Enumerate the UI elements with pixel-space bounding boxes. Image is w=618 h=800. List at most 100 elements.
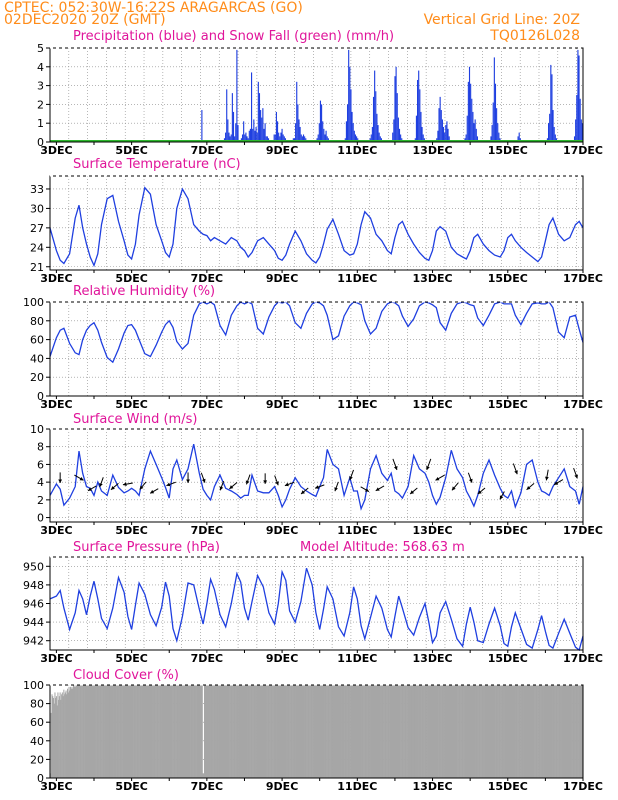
wind-arrowhead <box>393 466 398 470</box>
cloud-bar <box>546 685 548 778</box>
precip-bar <box>225 132 227 142</box>
precip-bar <box>550 64 552 142</box>
cloud-bar <box>326 685 328 778</box>
cloud-bar <box>277 685 279 778</box>
precip-bar <box>356 136 358 142</box>
cloud-bar <box>577 685 579 778</box>
precip-bar <box>234 136 236 142</box>
cloud-bar <box>360 685 362 778</box>
cloud-bar <box>170 685 172 778</box>
cloud-bar <box>289 685 291 778</box>
rh-date-label: 17DEC <box>563 398 603 411</box>
cloud-bar <box>393 685 395 778</box>
cloud-bar <box>503 685 505 778</box>
cloud-bar <box>376 685 378 778</box>
cloud-bar <box>236 685 238 778</box>
cloud-bar <box>452 685 454 778</box>
cloud-bar <box>443 685 445 778</box>
cloud-bar <box>512 685 514 778</box>
cloud-bar <box>489 685 491 778</box>
cloud-bar <box>329 685 331 778</box>
cloud-bar <box>90 685 92 778</box>
cloud-bar <box>551 685 553 778</box>
cloud-bar <box>207 685 209 778</box>
precip-ytick-label: 2 <box>37 98 44 111</box>
cloud-bar <box>58 696 60 778</box>
precip-bar <box>444 132 446 142</box>
cloud-bar <box>138 685 140 778</box>
cloud-bar <box>208 685 210 778</box>
temp-ytick-label: 30 <box>30 202 44 215</box>
cloud-bar <box>195 685 197 778</box>
precip-bar <box>241 134 244 142</box>
cloud-bar <box>104 685 106 778</box>
cloud-bar <box>190 685 192 778</box>
cloud-bar <box>132 685 134 778</box>
precip-bar <box>345 121 347 142</box>
cloud-bar <box>409 685 411 778</box>
precip-bar <box>372 96 375 142</box>
cloud-bar <box>235 685 237 778</box>
precip-ytick-label: 4 <box>37 61 44 74</box>
cloud-bar <box>536 685 538 778</box>
cloud-bar <box>411 685 414 778</box>
rh-ytick-label: 20 <box>30 371 44 384</box>
precip-date-label: 7DEC <box>191 144 223 157</box>
precip-bar <box>349 66 351 142</box>
cloud-bar <box>369 685 371 778</box>
cloud-bar <box>155 685 157 778</box>
cloud-bar <box>229 685 231 778</box>
precip-bar <box>243 121 245 142</box>
cloud-bar <box>240 685 242 778</box>
precip-date-label: 11DEC <box>337 144 377 157</box>
precip-bar <box>231 93 233 142</box>
wind-arrowhead <box>79 476 84 481</box>
cloud-bar <box>78 685 80 778</box>
cloud-bar <box>59 692 61 778</box>
precip-bar <box>324 134 326 142</box>
cloud-bar <box>564 685 566 778</box>
cloud-bar <box>392 685 394 778</box>
cloud-bar <box>157 685 159 778</box>
wind-arrowhead <box>139 485 144 490</box>
cloud-bar <box>224 685 226 778</box>
cloud-bar <box>449 685 451 778</box>
cloud-bar <box>528 685 530 778</box>
cloud-bar <box>487 685 489 778</box>
cloud-bar <box>249 685 251 778</box>
precip-bar <box>551 74 553 142</box>
cloud-bar <box>468 685 471 778</box>
wind-arrowhead <box>150 489 155 494</box>
pres-ytick-label: 948 <box>23 579 44 592</box>
cloud-bar <box>243 685 245 778</box>
cloud-bar <box>565 685 568 778</box>
cloud-bar <box>119 685 121 778</box>
cloud-bar <box>122 685 124 778</box>
cloud-bar <box>294 685 296 778</box>
cloud-bar <box>476 685 478 778</box>
cloud-bar <box>366 685 368 778</box>
cloud-bar <box>441 685 443 778</box>
cloud-bar <box>446 685 448 778</box>
rh-date-label: 9DEC <box>266 398 298 411</box>
cloud-bar <box>57 692 59 778</box>
cloud-bar <box>50 773 52 778</box>
cloud-bar <box>233 685 235 778</box>
precip-bar <box>255 126 257 142</box>
cloud-bar <box>112 685 114 778</box>
cloud-bar <box>164 685 166 778</box>
cloud-bar <box>307 685 309 778</box>
cloud-bar <box>171 685 173 778</box>
cloud-bar <box>286 685 288 778</box>
precip-bar <box>417 79 419 142</box>
cloud-bar <box>131 685 133 778</box>
cloud-bar <box>121 685 123 778</box>
cloud-bar <box>124 685 126 778</box>
cloud-bar <box>394 685 396 778</box>
wind-date-label: 9DEC <box>266 524 298 537</box>
cloud-bar <box>434 685 436 778</box>
cloud-bar <box>64 692 66 778</box>
cloud-bar <box>158 685 160 778</box>
cloud-bar <box>51 694 53 778</box>
cloud-bar <box>163 685 165 778</box>
